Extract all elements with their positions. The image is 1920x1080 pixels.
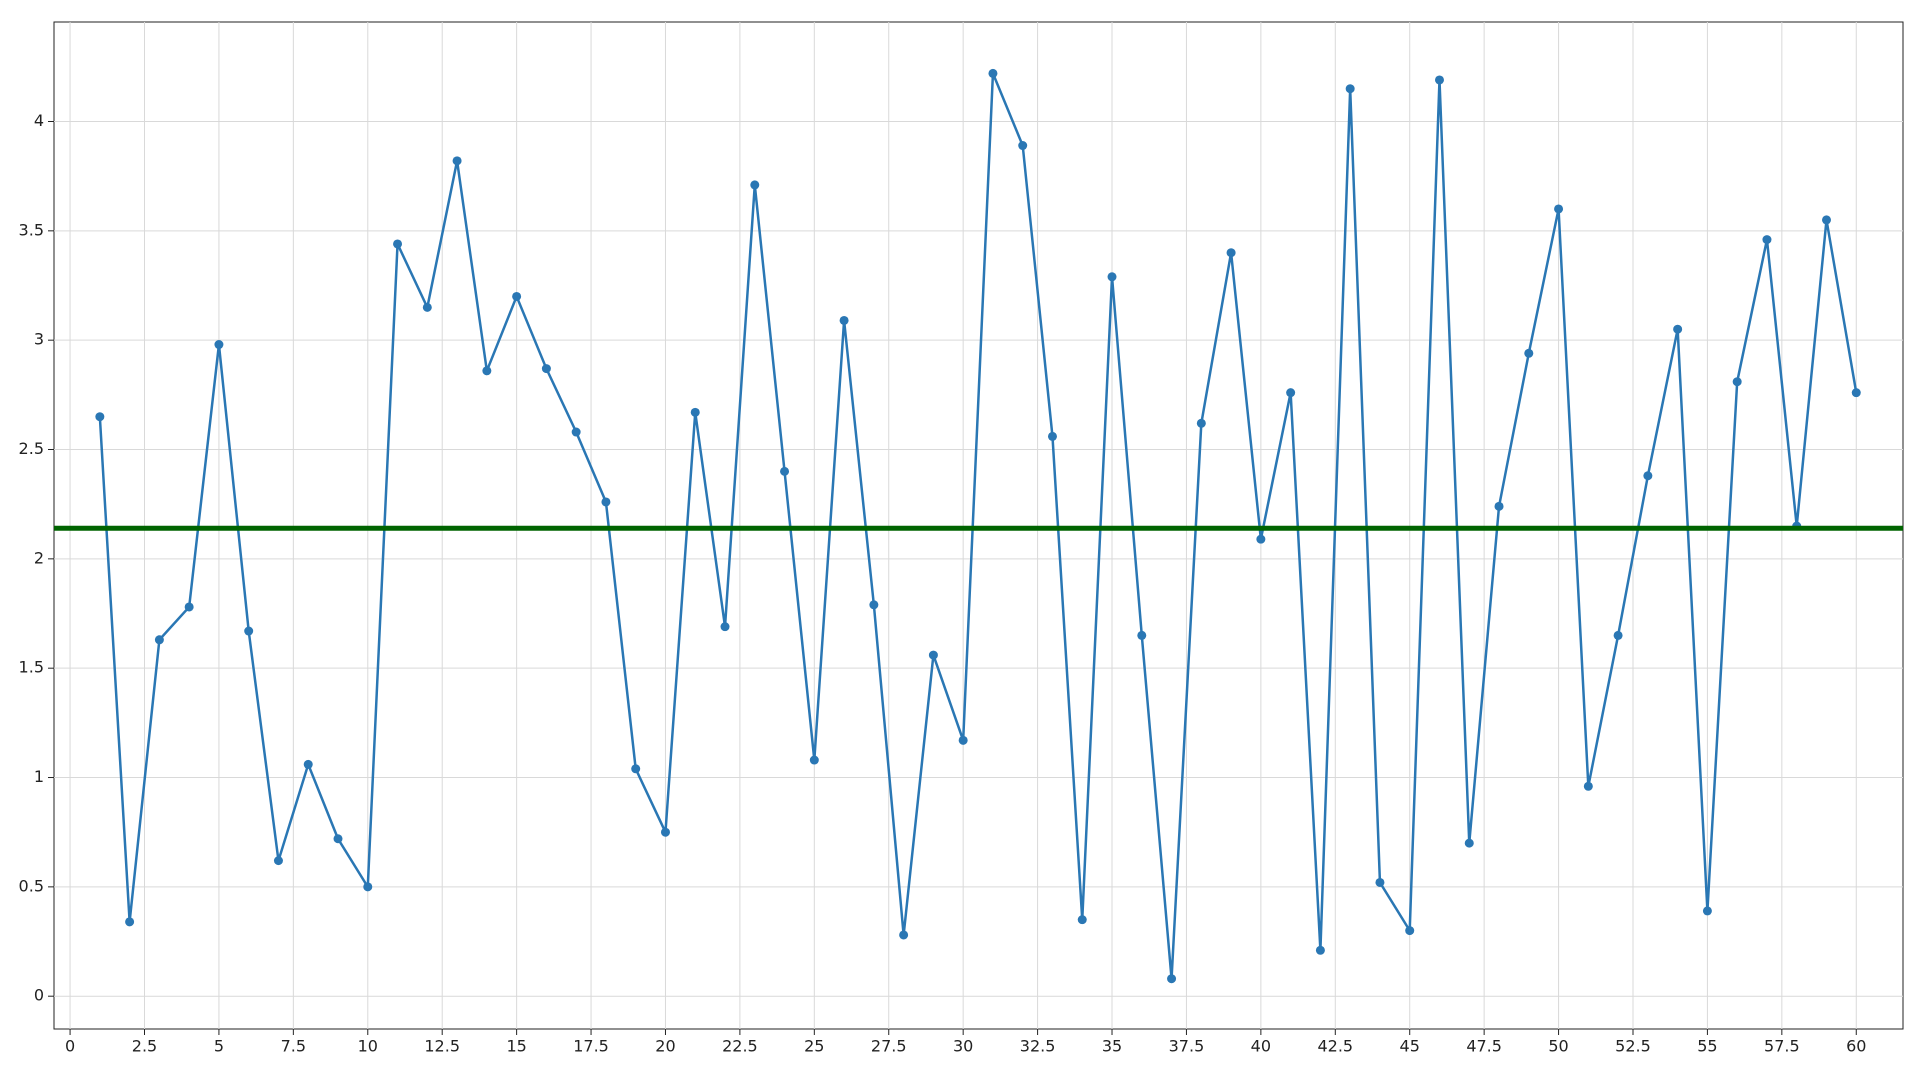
x-tick-label: 37.5 (1169, 1037, 1205, 1056)
data-point (690, 407, 700, 417)
data-point (720, 622, 730, 632)
data-point (750, 180, 760, 190)
data-point (303, 759, 313, 769)
x-tick-label: 40 (1251, 1037, 1271, 1056)
x-tick-label: 60 (1846, 1037, 1866, 1056)
data-point (1375, 877, 1385, 887)
data-point (273, 856, 283, 866)
data-point (660, 827, 670, 837)
plot-frame (53, 21, 1904, 1030)
y-tick-label: 0 (34, 986, 44, 1005)
x-tick-label: 27.5 (871, 1037, 907, 1056)
y-tick-label: 1 (34, 767, 44, 786)
data-point (1107, 272, 1117, 282)
data-point (571, 427, 581, 437)
x-tick-label: 30 (953, 1037, 973, 1056)
x-tick-label: 0 (65, 1037, 75, 1056)
data-point (809, 755, 819, 765)
data-point (601, 497, 611, 507)
data-point (1554, 204, 1564, 214)
data-point (958, 735, 968, 745)
data-point (899, 930, 909, 940)
data-point (1494, 501, 1504, 511)
data-point (1732, 377, 1742, 387)
data-point (1286, 388, 1296, 398)
data-point (154, 635, 164, 645)
y-tick-label: 3.5 (19, 220, 44, 239)
data-point (1405, 926, 1415, 936)
data-point (1315, 945, 1325, 955)
x-tick-label: 17.5 (573, 1037, 609, 1056)
data-point (1464, 838, 1474, 848)
data-point (1583, 781, 1593, 791)
x-tick-label: 55 (1697, 1037, 1717, 1056)
data-point (1702, 906, 1712, 916)
x-tick-label: 15 (506, 1037, 526, 1056)
data-point (244, 626, 254, 636)
data-point (184, 602, 194, 612)
data-point (1256, 534, 1266, 544)
data-point (1167, 974, 1177, 984)
data-point (333, 834, 343, 844)
data-point (214, 340, 224, 350)
data-point (363, 882, 373, 892)
x-tick-label: 42.5 (1317, 1037, 1353, 1056)
x-tick-label: 20 (655, 1037, 675, 1056)
data-point (1821, 215, 1831, 225)
data-point (125, 917, 135, 927)
data-point (1226, 248, 1236, 258)
data-point (422, 302, 432, 312)
y-tick-label: 4 (34, 111, 44, 130)
data-point (1851, 388, 1861, 398)
data-point (780, 466, 790, 476)
data-point (512, 291, 522, 301)
x-tick-label: 7.5 (281, 1037, 306, 1056)
data-point (1613, 630, 1623, 640)
x-tick-label: 35 (1102, 1037, 1122, 1056)
x-tick-label: 47.5 (1466, 1037, 1502, 1056)
data-point (1196, 418, 1206, 428)
data-point (928, 650, 938, 660)
data-point (541, 364, 551, 374)
data-point (482, 366, 492, 376)
y-tick-label: 2 (34, 548, 44, 567)
data-point (452, 156, 462, 166)
x-tick-label: 52.5 (1615, 1037, 1651, 1056)
y-tick-label: 3 (34, 330, 44, 349)
x-tick-label: 45 (1400, 1037, 1420, 1056)
x-tick-label: 12.5 (424, 1037, 460, 1056)
x-tick-label: 5 (214, 1037, 224, 1056)
data-point (1762, 235, 1772, 245)
x-tick-label: 22.5 (722, 1037, 758, 1056)
data-point (1434, 75, 1444, 85)
data-point (1077, 915, 1087, 925)
data-point (869, 600, 879, 610)
data-point (1047, 431, 1057, 441)
data-point (1137, 630, 1147, 640)
data-point (1018, 141, 1028, 151)
series-line (98, 72, 1858, 979)
data-point (393, 239, 403, 249)
data-point (1345, 84, 1355, 94)
x-tick-label: 50 (1548, 1037, 1568, 1056)
data-point (1524, 348, 1534, 358)
y-tick-label: 2.5 (19, 439, 44, 458)
data-point (95, 412, 105, 422)
data-point (631, 764, 641, 774)
data-point (1643, 471, 1653, 481)
x-tick-label: 10 (358, 1037, 378, 1056)
y-tick-label: 1.5 (19, 658, 44, 677)
data-point (988, 68, 998, 78)
x-tick-label: 57.5 (1764, 1037, 1800, 1056)
x-tick-label: 2.5 (132, 1037, 157, 1056)
x-tick-label: 25 (804, 1037, 824, 1056)
data-point (839, 315, 849, 325)
y-tick-label: 0.5 (19, 876, 44, 895)
data-point (1673, 324, 1683, 334)
x-tick-label: 32.5 (1020, 1037, 1056, 1056)
